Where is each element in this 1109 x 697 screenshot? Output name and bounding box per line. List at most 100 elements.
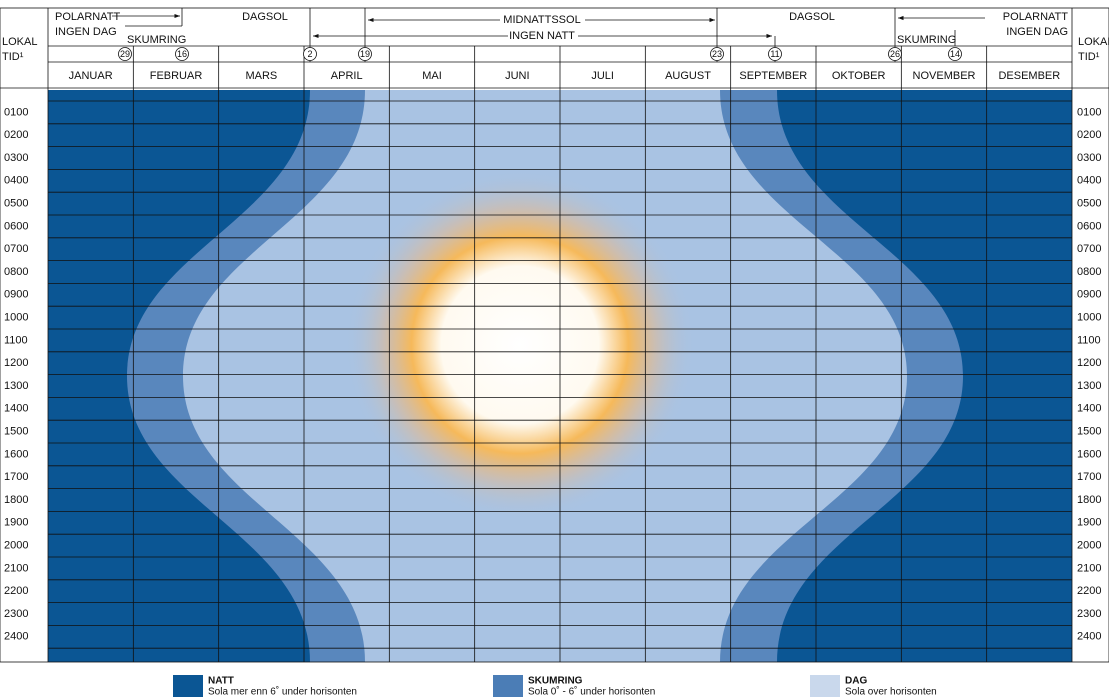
date-circle (175, 47, 189, 61)
legend-description: Sola over horisonten (845, 687, 937, 697)
time-label: TID¹ (2, 51, 24, 63)
hour-label: 2400 (4, 631, 28, 643)
month-label: APRIL (331, 70, 363, 82)
hour-label: 1000 (4, 312, 28, 324)
time-label: LOKAL (2, 36, 37, 48)
hour-label: 0300 (1077, 152, 1101, 164)
hour-label: 1800 (4, 494, 28, 506)
hour-label: 1500 (4, 426, 28, 438)
period-label: MIDNATTSSOL (503, 14, 580, 26)
period-label: SKUMRING (127, 34, 186, 46)
month-label: JUNI (505, 70, 529, 82)
hour-label: 0100 (4, 106, 28, 118)
date-label: 16 (177, 49, 187, 59)
date-label: 26 (890, 49, 900, 59)
month-label: JANUAR (69, 70, 113, 82)
date-label: 19 (360, 49, 370, 59)
legend-title: SKUMRING (528, 676, 583, 687)
hour-label: 0700 (1077, 243, 1101, 255)
date-label: 2 (307, 49, 312, 59)
hour-label: 1500 (1077, 426, 1101, 438)
hour-label: 1600 (4, 448, 28, 460)
legend-swatch (173, 675, 203, 697)
period-label: INGEN DAG (1006, 26, 1068, 38)
period-label: DAGSOL (789, 11, 835, 23)
hour-label: 0500 (4, 198, 28, 210)
date-circle (948, 47, 962, 61)
legend-swatch (810, 675, 840, 697)
date-circle (710, 47, 724, 61)
month-label: MAI (422, 70, 442, 82)
period-label: INGEN DAG (55, 26, 117, 38)
hour-label: 2300 (4, 608, 28, 620)
date-circle (358, 47, 372, 61)
date-label: 29 (120, 49, 130, 59)
hour-label: 0900 (1077, 289, 1101, 301)
month-label: NOVEMBER (913, 70, 976, 82)
hour-label: 0800 (4, 266, 28, 278)
hour-label: 0200 (1077, 129, 1101, 141)
time-label: LOKAL (1078, 36, 1109, 48)
hour-label: 0400 (1077, 175, 1101, 187)
hour-label: 2200 (1077, 585, 1101, 597)
hour-label: 2400 (1077, 631, 1101, 643)
date-label: 14 (950, 49, 960, 59)
date-circle (303, 47, 317, 61)
hour-label: 1400 (4, 403, 28, 415)
month-label: JULI (591, 70, 614, 82)
time-label: TID¹ (1078, 51, 1100, 63)
hour-label: 1900 (1077, 517, 1101, 529)
legend-description: Sola 0˚ - 6˚ under horisonten (528, 686, 655, 697)
legend-title: DAG (845, 676, 867, 687)
date-label: 23 (712, 49, 722, 59)
hour-label: 2300 (1077, 608, 1101, 620)
period-label: POLARNATT (1003, 11, 1068, 23)
hour-label: 0500 (1077, 198, 1101, 210)
hour-label: 1400 (1077, 403, 1101, 415)
hour-label: 0800 (1077, 266, 1101, 278)
hour-label: 0600 (4, 220, 28, 232)
hour-label: 0600 (1077, 220, 1101, 232)
hour-label: 1700 (1077, 471, 1101, 483)
month-label: DESEMBER (998, 70, 1060, 82)
hour-label: 0900 (4, 289, 28, 301)
legend-swatch (493, 675, 523, 697)
hour-label: 0400 (4, 175, 28, 187)
hour-label: 1200 (4, 357, 28, 369)
period-label: SKUMRING (897, 34, 956, 46)
hour-label: 1300 (4, 380, 28, 392)
hour-label: 1700 (4, 471, 28, 483)
hour-label: 1800 (1077, 494, 1101, 506)
date-label: 11 (770, 49, 779, 59)
night-right (777, 90, 1072, 662)
hour-label: 2200 (4, 585, 28, 597)
month-label: MARS (245, 70, 277, 82)
period-label: DAGSOL (242, 11, 288, 23)
hour-label: 1100 (1077, 334, 1101, 346)
legend-description: Sola mer enn 6˚ under horisonten (208, 686, 357, 697)
date-circle (768, 47, 782, 61)
night-left (48, 90, 310, 662)
hour-label: 1600 (1077, 448, 1101, 460)
hour-label: 0700 (4, 243, 28, 255)
hour-label: 0200 (4, 129, 28, 141)
month-label: OKTOBER (832, 70, 886, 82)
month-label: SEPTEMBER (739, 70, 807, 82)
legend-title: NATT (208, 676, 234, 687)
date-circle (888, 47, 902, 61)
hour-label: 0300 (4, 152, 28, 164)
hour-label: 2000 (1077, 540, 1101, 552)
hour-label: 1000 (1077, 312, 1101, 324)
sun (345, 170, 695, 520)
period-label: POLARNATT (55, 11, 120, 23)
hour-label: 1900 (4, 517, 28, 529)
hour-label: 1300 (1077, 380, 1101, 392)
hour-label: 2000 (4, 540, 28, 552)
hour-label: 1100 (4, 334, 28, 346)
month-label: AUGUST (665, 70, 711, 82)
period-label: INGEN NATT (509, 30, 575, 42)
month-label: FEBRUAR (150, 70, 203, 82)
hour-label: 0100 (1077, 106, 1101, 118)
hour-label: 2100 (1077, 562, 1101, 574)
